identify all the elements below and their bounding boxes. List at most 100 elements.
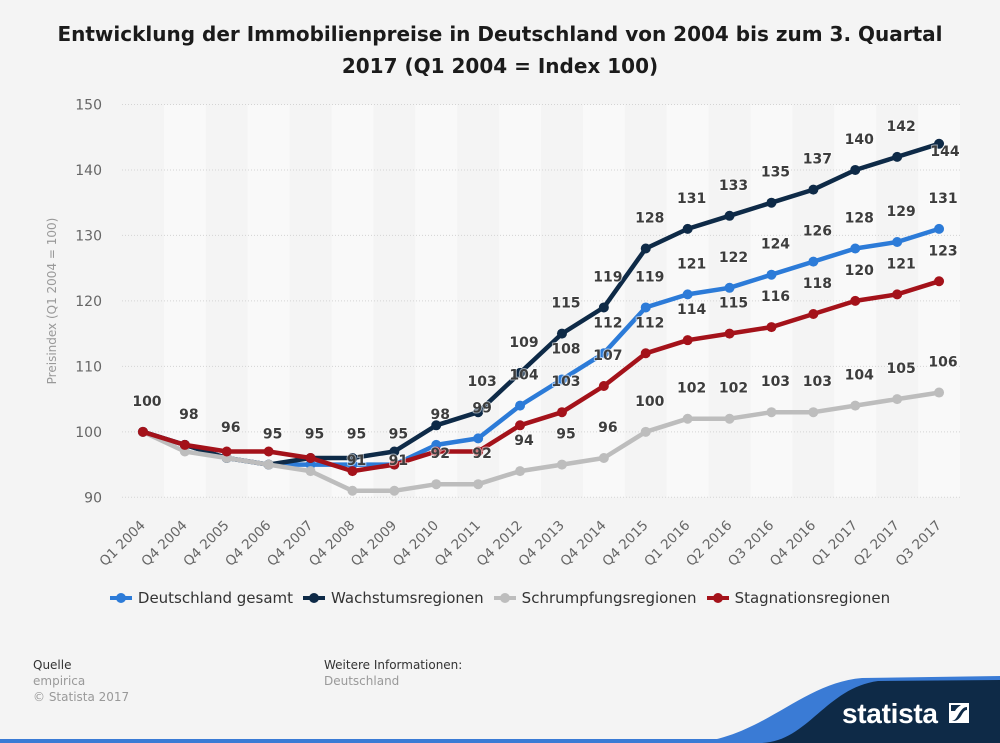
brand-swoosh <box>762 680 1000 743</box>
data-label: 96 <box>221 420 240 436</box>
data-label: 95 <box>389 427 408 443</box>
data-point[interactable] <box>766 322 777 333</box>
info-heading: Weitere Informationen: <box>324 658 463 672</box>
data-point[interactable] <box>598 381 609 392</box>
legend-marker-icon <box>706 593 729 603</box>
data-point[interactable] <box>263 459 274 470</box>
data-point[interactable] <box>431 420 442 431</box>
data-point[interactable] <box>640 243 651 254</box>
data-label: 124 <box>761 237 790 253</box>
data-point[interactable] <box>473 407 484 418</box>
data-label: 100 <box>132 394 161 410</box>
data-point[interactable] <box>682 223 693 234</box>
data-point[interactable] <box>766 407 777 418</box>
data-point[interactable] <box>766 269 777 280</box>
data-point[interactable] <box>850 400 861 411</box>
data-point[interactable] <box>473 446 484 457</box>
data-point[interactable] <box>263 446 274 457</box>
data-label: 91 <box>389 453 408 469</box>
data-point[interactable] <box>556 374 567 385</box>
data-label: 104 <box>845 368 874 384</box>
data-point[interactable] <box>682 335 693 346</box>
data-point[interactable] <box>515 420 526 431</box>
data-point[interactable] <box>556 328 567 339</box>
legend-label: Stagnationsregionen <box>734 589 891 607</box>
data-point[interactable] <box>179 439 190 450</box>
data-point[interactable] <box>473 433 484 444</box>
legend-item-wachstumsregionen[interactable]: Wachstumsregionen <box>303 589 484 607</box>
data-point[interactable] <box>431 446 442 457</box>
data-point[interactable] <box>892 151 903 162</box>
data-point[interactable] <box>934 276 945 287</box>
statista-logo[interactable]: statista <box>842 698 969 729</box>
data-point[interactable] <box>347 453 358 464</box>
data-point[interactable] <box>724 413 735 424</box>
data-point[interactable] <box>473 479 484 490</box>
data-point[interactable] <box>724 282 735 293</box>
data-point[interactable] <box>934 387 945 398</box>
data-point[interactable] <box>850 243 861 254</box>
source-name[interactable]: empirica <box>33 674 86 688</box>
data-point[interactable] <box>515 367 526 378</box>
plot-band <box>415 104 458 498</box>
data-point[interactable] <box>137 426 148 437</box>
info-block: Weitere Informationen: Deutschland <box>324 657 462 689</box>
data-label: 95 <box>556 427 575 443</box>
source-heading: Quelle <box>33 658 72 672</box>
data-point[interactable] <box>598 453 609 464</box>
y-tick-label: 130 <box>75 228 102 244</box>
legend-item-stagnationsregionen[interactable]: Stagnationsregionen <box>706 589 891 607</box>
data-point[interactable] <box>766 197 777 208</box>
data-point[interactable] <box>808 407 819 418</box>
data-point[interactable] <box>850 295 861 306</box>
data-point[interactable] <box>515 400 526 411</box>
data-point[interactable] <box>640 348 651 359</box>
data-point[interactable] <box>934 138 945 149</box>
data-point[interactable] <box>431 479 442 490</box>
data-point[interactable] <box>598 348 609 359</box>
data-point[interactable] <box>347 466 358 477</box>
data-point[interactable] <box>389 459 400 470</box>
legend-label: Schrumpfungsregionen <box>521 589 697 607</box>
legend: Deutschland gesamt Wachstumsregionen Sch… <box>0 589 1000 607</box>
data-point[interactable] <box>347 485 358 496</box>
data-point[interactable] <box>808 184 819 195</box>
data-point[interactable] <box>808 308 819 319</box>
legend-item-deutschland-gesamt[interactable]: Deutschland gesamt <box>109 589 293 607</box>
data-point[interactable] <box>305 453 316 464</box>
data-point[interactable] <box>598 302 609 313</box>
data-point[interactable] <box>892 236 903 247</box>
data-label: 135 <box>761 165 790 181</box>
data-point[interactable] <box>892 289 903 300</box>
data-point[interactable] <box>850 164 861 175</box>
data-point[interactable] <box>389 485 400 496</box>
data-label: 100 <box>635 394 664 410</box>
data-point[interactable] <box>221 446 232 457</box>
y-tick-label: 140 <box>75 163 102 179</box>
data-point[interactable] <box>724 328 735 339</box>
x-tick-label: Q3 2017 <box>893 518 945 570</box>
data-label: 128 <box>635 211 664 227</box>
data-point[interactable] <box>556 407 567 418</box>
y-axis-tick-labels: 90 100 110 120 130 140 150 <box>75 98 102 507</box>
data-point[interactable] <box>892 394 903 405</box>
data-point[interactable] <box>389 446 400 457</box>
legend-item-schrumpfungsregionen[interactable]: Schrumpfungsregionen <box>493 589 697 607</box>
data-point[interactable] <box>556 459 567 470</box>
chart-title-line-2: 2017 (Q1 2004 = Index 100) <box>341 54 659 78</box>
data-point[interactable] <box>640 426 651 437</box>
data-point[interactable] <box>682 413 693 424</box>
legend-marker-icon <box>303 593 326 603</box>
data-point[interactable] <box>305 466 316 477</box>
data-point[interactable] <box>808 256 819 267</box>
data-point[interactable] <box>640 302 651 313</box>
data-point[interactable] <box>724 210 735 221</box>
data-label: 131 <box>928 191 957 207</box>
data-point[interactable] <box>934 223 945 234</box>
data-point[interactable] <box>515 466 526 477</box>
data-label: 104 <box>509 368 538 384</box>
data-point[interactable] <box>682 289 693 300</box>
data-label: 131 <box>677 191 706 207</box>
data-label: 105 <box>887 361 916 377</box>
data-label: 120 <box>845 263 874 279</box>
